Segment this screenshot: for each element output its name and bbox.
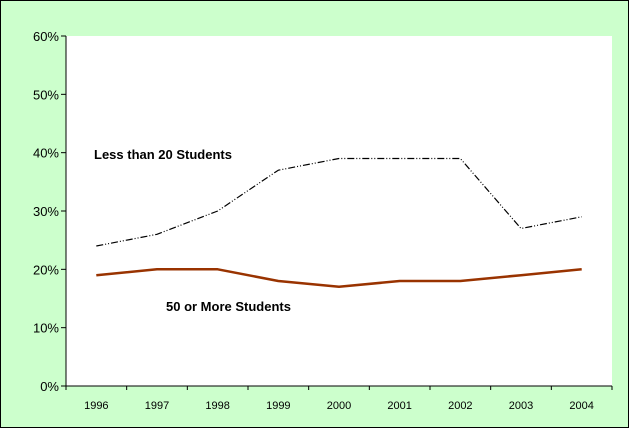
x-tick-label: 2003 bbox=[509, 400, 533, 412]
x-ticks: 1996 1997 1998 1999 2000 2001 2002 2003 2004 bbox=[65, 386, 613, 412]
y-tick-label: 20% bbox=[33, 262, 59, 277]
y-ticks: 0% 10% 20% 30% 40% 50% 60% bbox=[33, 29, 66, 394]
series-line-1 bbox=[96, 268, 582, 289]
x-tick-label: 1997 bbox=[145, 400, 169, 412]
series-label-50-or-more: 50 or More Students bbox=[166, 299, 291, 314]
y-tick-label: 60% bbox=[33, 29, 59, 44]
y-tick-label: 30% bbox=[33, 204, 59, 219]
y-tick-label: 0% bbox=[40, 379, 59, 394]
series-label-less-than-20: Less than 20 Students bbox=[94, 147, 232, 162]
x-tick-label: 1999 bbox=[266, 400, 290, 412]
x-tick-label: 2001 bbox=[387, 400, 411, 412]
x-tick-label: 2000 bbox=[327, 400, 351, 412]
x-tick-label: 2002 bbox=[448, 400, 472, 412]
y-tick-label: 10% bbox=[33, 321, 59, 336]
plot-area bbox=[66, 36, 612, 386]
x-tick-label: 1996 bbox=[84, 400, 108, 412]
x-tick-label: 2004 bbox=[569, 400, 593, 412]
series-lines bbox=[96, 157, 582, 289]
y-tick-label: 50% bbox=[33, 87, 59, 102]
y-tick-label: 40% bbox=[33, 146, 59, 161]
x-tick-label: 1998 bbox=[205, 400, 229, 412]
series-line-0 bbox=[96, 157, 582, 247]
